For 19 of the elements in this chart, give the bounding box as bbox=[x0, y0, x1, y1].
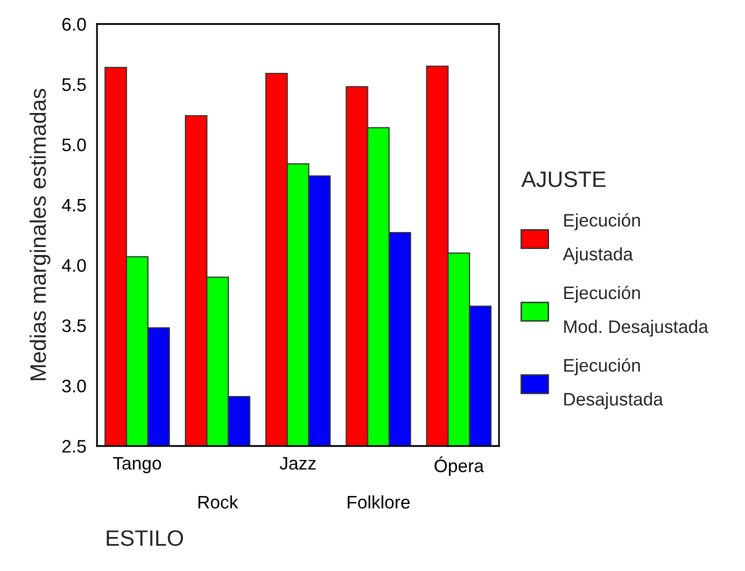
x-tick-label: Folklore bbox=[348, 495, 410, 509]
y-tick-label: 5.0 bbox=[62, 138, 86, 152]
legend-label: Ejecución Mod. Desajustada bbox=[564, 286, 708, 337]
y-tick-label: 3.5 bbox=[62, 319, 86, 332]
legend-label: Ejecución Ajustada bbox=[562, 213, 640, 264]
legend-label: Ejecución Desajustada bbox=[564, 358, 664, 410]
y-axis-title: Medias marginales estimadas bbox=[30, 88, 50, 380]
y-tick-label: 2.5 bbox=[62, 440, 86, 453]
x-tick-label: Jazz bbox=[280, 457, 316, 470]
y-tick-label: 6.0 bbox=[62, 18, 86, 31]
x-tick-label: Ópera bbox=[434, 456, 484, 476]
x-axis-title: ESTILO bbox=[106, 530, 183, 546]
y-tick-label: 4.0 bbox=[62, 259, 86, 272]
x-tick-label: Tango bbox=[113, 457, 162, 474]
x-tick-label: Rock bbox=[198, 495, 238, 509]
y-tick-label: 3.0 bbox=[62, 380, 86, 392]
y-tick-label: 5.5 bbox=[62, 78, 86, 92]
y-tick-label: 4.5 bbox=[62, 198, 86, 212]
legend-title: AJUSTE bbox=[521, 171, 606, 188]
